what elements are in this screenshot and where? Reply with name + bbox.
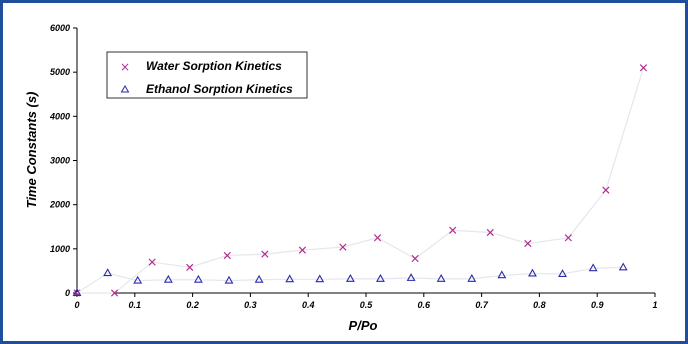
data-point-ethanol [497, 270, 507, 279]
data-point-water [373, 234, 382, 242]
data-point-ethanol [72, 288, 82, 296]
x-tick-label: 0.9 [591, 300, 604, 310]
data-point-ethanol [193, 274, 203, 283]
data-point-ethanol [436, 273, 446, 282]
plot-area: 0 1000 2000 3000 4000 5000 6000 0 0.1 0.2 0.3 0.4 0.… [49, 23, 658, 310]
legend: × Water Sorption Kinetics Ethanol Sorpti… [106, 51, 308, 99]
x-tick-label: 0.5 [360, 300, 374, 310]
data-point-water [449, 226, 457, 234]
data-point-ethanol [376, 273, 385, 282]
x-tick-label: 0.4 [302, 300, 315, 310]
y-tick-label: 4000 [49, 111, 70, 121]
data-point-ethanol [588, 263, 598, 272]
y-tick-label: 5000 [50, 67, 70, 77]
x-tick-label: 0.7 [475, 300, 489, 310]
data-point-water [564, 234, 572, 242]
data-point-ethanol [163, 274, 173, 283]
data-point-water [339, 243, 347, 251]
x-tick-label: 0 [74, 300, 79, 310]
data-point-ethanol [618, 262, 628, 271]
data-point-ethanol [133, 275, 143, 284]
y-tick-label: 1000 [50, 244, 70, 254]
data-point-water [602, 186, 610, 194]
x-tick-label: 0.6 [418, 300, 432, 310]
legend-marker-water: × [120, 60, 130, 74]
data-point-ethanol [406, 273, 416, 281]
data-point-water [486, 228, 494, 237]
y-tick-label: 3000 [50, 156, 70, 166]
data-point-ethanol [103, 268, 113, 277]
data-point-ethanol [558, 269, 567, 277]
data-point-ethanol [467, 273, 477, 282]
data-point-water [261, 250, 269, 258]
series-line-ethanol [76, 266, 624, 294]
y-tick-label: 6000 [50, 23, 70, 33]
data-point-water [298, 246, 307, 254]
x-tick-label: 0.8 [533, 300, 546, 310]
data-point-water [186, 263, 194, 272]
x-axis-title: P/Po [349, 318, 378, 333]
legend-label-ethanol: Ethanol Sorption Kinetics [146, 82, 293, 96]
y-tick-label: 2000 [49, 200, 70, 210]
data-point-ethanol [345, 273, 355, 282]
x-tick-label: 0.1 [129, 300, 142, 310]
legend-label-water: Water Sorption Kinetics [146, 59, 282, 73]
data-point-water [524, 239, 532, 248]
data-point-ethanol [224, 275, 234, 284]
data-point-water [639, 64, 648, 72]
y-axis-title: Time Constants (s) [24, 92, 39, 209]
data-point-ethanol [285, 274, 295, 283]
legend-marker-ethanol [120, 85, 130, 93]
data-point-ethanol [315, 274, 325, 283]
x-tick-label: 1 [652, 300, 657, 310]
data-point-water [223, 251, 231, 260]
data-point-water [110, 289, 119, 297]
x-tick-label: 0.2 [186, 300, 199, 310]
x-tick-label: 0.3 [244, 300, 257, 310]
legend-box [106, 51, 308, 99]
series-line-water [77, 67, 645, 294]
data-point-ethanol [528, 268, 537, 277]
data-point-water [411, 254, 419, 263]
data-point-water [148, 258, 156, 266]
y-tick-label: 0 [65, 288, 70, 298]
data-point-ethanol [254, 274, 264, 283]
sorption-chart: Time Constants (s) P/Po 0 1000 2000 3000 400… [24, 23, 658, 333]
